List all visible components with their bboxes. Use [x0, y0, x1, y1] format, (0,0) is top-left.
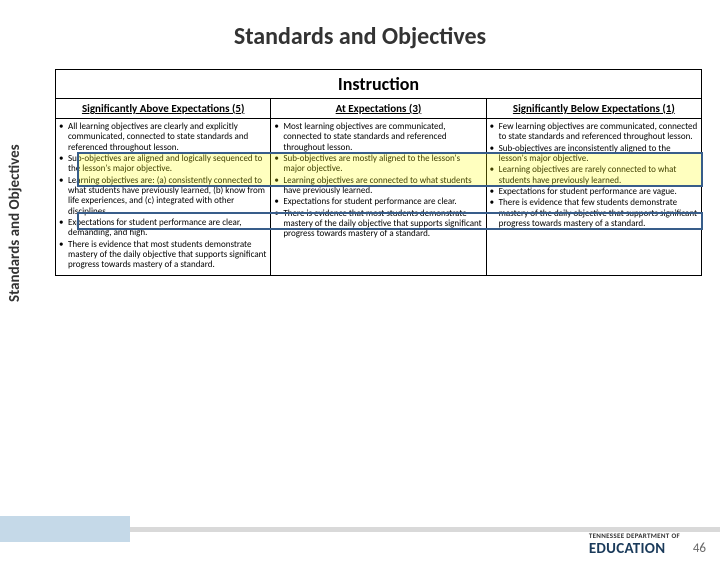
list-item: Expectations for student performance are…: [274, 197, 482, 207]
list-item: Learning objectives are connected to wha…: [274, 176, 482, 197]
logo-education-text: EDUCATION: [589, 540, 666, 558]
page-title: Standards and Objectives: [0, 22, 720, 51]
footer-accent-rect: [0, 516, 130, 542]
table-section-header: Instruction: [56, 70, 702, 99]
footer-logo: TENNESSEE DEPARTMENT OF EDUCATION: [589, 531, 680, 558]
list-item: There is evidence that most students dem…: [59, 240, 267, 271]
rubric-table: Instruction Significantly Above Expectat…: [55, 69, 702, 276]
page-number: 46: [693, 541, 706, 556]
rubric-table-wrap: Instruction Significantly Above Expectat…: [55, 69, 702, 276]
column-header-level3: At Expectations (3): [271, 99, 486, 119]
list-item: Sub-objectives are mostly aligned to the…: [274, 154, 482, 175]
column-header-level5: Significantly Above Expectations (5): [56, 99, 271, 119]
list-item: Learning objectives are rarely connected…: [490, 165, 698, 186]
bullet-list: Most learning objectives are communicate…: [274, 122, 482, 240]
column-header-level1: Significantly Below Expectations (1): [486, 99, 701, 119]
list-item: All learning objectives are clearly and …: [59, 122, 267, 153]
logo-dept-text: TENNESSEE DEPARTMENT OF: [589, 531, 680, 540]
vertical-axis-label: Standards and Objectives: [6, 144, 24, 302]
list-item: There is evidence that most students dem…: [274, 209, 482, 240]
list-item: Expectations for student performance are…: [59, 218, 267, 239]
list-item: Expectations for student performance are…: [490, 187, 698, 197]
list-item: Sub-objectives are aligned and logically…: [59, 154, 267, 175]
cell-level1: Few learning objectives are communicated…: [486, 119, 701, 276]
cell-level3: Most learning objectives are communicate…: [271, 119, 486, 276]
list-item: Most learning objectives are communicate…: [274, 122, 482, 153]
list-item: Learning objectives are: (a) consistentl…: [59, 176, 267, 217]
bullet-list: All learning objectives are clearly and …: [59, 122, 267, 271]
list-item: Sub-objectives are inconsistently aligne…: [490, 144, 698, 165]
list-item: There is evidence that few students demo…: [490, 198, 698, 229]
list-item: Few learning objectives are communicated…: [490, 122, 698, 143]
bullet-list: Few learning objectives are communicated…: [490, 122, 698, 229]
cell-level5: All learning objectives are clearly and …: [56, 119, 271, 276]
